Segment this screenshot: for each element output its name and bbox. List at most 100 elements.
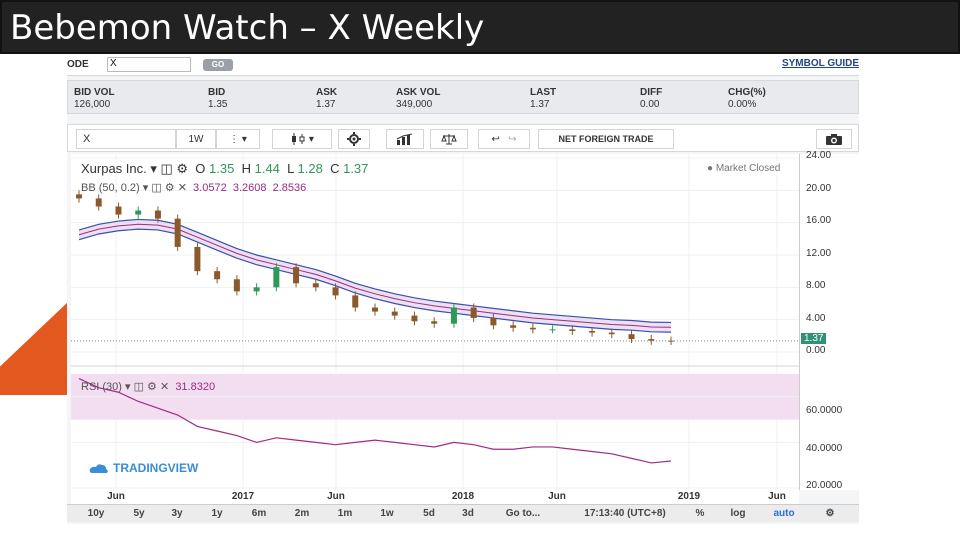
- chart-type-menu[interactable]: ⋮ ▾: [216, 129, 260, 149]
- price-axis-label: 20.00: [806, 183, 832, 194]
- indicators-icon: [396, 133, 413, 145]
- rsi-value: 31.8320: [175, 381, 216, 393]
- rsi-line: [78, 378, 672, 464]
- candle-body: [233, 279, 240, 292]
- auto-toggle[interactable]: auto: [773, 508, 795, 519]
- price-axis-label: 16.00: [806, 215, 832, 226]
- candle-body: [589, 330, 596, 333]
- time-tick: Jun: [107, 491, 125, 502]
- market-status: ● Market Closed: [707, 163, 781, 174]
- bb-value-1: 3.0572: [193, 182, 227, 194]
- market-status-text: Market Closed: [715, 163, 781, 174]
- candle-body: [253, 287, 260, 292]
- quote-column: ASK 1.37: [316, 87, 406, 110]
- price-axis-label: 8.00: [806, 280, 826, 291]
- candle-body: [273, 267, 280, 288]
- price-chart[interactable]: [71, 154, 799, 490]
- candle-body: [450, 307, 457, 324]
- range-3y[interactable]: 3y: [171, 508, 183, 519]
- settings-button[interactable]: [338, 129, 370, 149]
- quote-header: BID: [208, 87, 226, 98]
- candle-body: [608, 332, 615, 335]
- rsi-axis-label: 40.0000: [806, 443, 843, 454]
- code-input[interactable]: X: [107, 57, 191, 72]
- candles-style-button[interactable]: ▾: [272, 129, 332, 149]
- candle-body: [490, 318, 497, 326]
- clock-readout[interactable]: 17:13:40 (UTC+8): [584, 508, 666, 519]
- chart-area[interactable]: Xurpas Inc. ▾ ◫ ⚙ O 1.35 H 1.44 L 1.28 C…: [71, 154, 799, 490]
- quote-header: CHG(%): [728, 87, 766, 98]
- quote-column: LAST 1.37: [530, 87, 620, 110]
- decorative-shape: [0, 300, 70, 395]
- range-3d[interactable]: 3d: [462, 508, 474, 519]
- undo-redo-group: ↩ ↪: [478, 129, 530, 149]
- candle-body: [332, 287, 339, 296]
- tradingview-logo[interactable]: TRADINGVIEW: [89, 461, 198, 475]
- time-tick: 2017: [231, 491, 255, 502]
- chevron-down-icon: ▾: [308, 133, 314, 145]
- candle-body: [529, 327, 536, 330]
- low-value: 1.28: [297, 161, 323, 176]
- title-bar: Bebemon Watch – X Weekly: [0, 0, 960, 54]
- price-axis[interactable]: 24.00 20.00 16.00 12.00 8.00 4.00 0.00 1…: [799, 150, 859, 491]
- compare-button[interactable]: [430, 129, 468, 149]
- symbol-search[interactable]: X: [76, 129, 176, 149]
- high-value: 1.44: [254, 161, 280, 176]
- gear-icon: [347, 132, 361, 146]
- redo-icon[interactable]: ↪: [508, 133, 517, 145]
- rsi-legend: RSI (30) ▾ ◫ ⚙ ✕ 31.8320: [81, 381, 216, 393]
- snapshot-button[interactable]: [816, 129, 852, 149]
- range-2m[interactable]: 2m: [294, 508, 310, 519]
- rsi-label: RSI (30): [81, 381, 122, 393]
- quote-value: 126,000: [74, 99, 111, 110]
- log-toggle[interactable]: log: [730, 508, 746, 519]
- candle-body: [431, 321, 438, 324]
- trading-screenshot: ODE X GO SYMBOL GUIDE BID VOL 126,000 BID…: [67, 54, 859, 524]
- quote-value: 0.00%: [728, 99, 757, 110]
- go-button[interactable]: GO: [203, 59, 233, 71]
- bb-value-3: 2.8536: [272, 182, 307, 194]
- chevron-down-icon: ▾: [241, 133, 247, 145]
- price-axis-label: 24.00: [806, 150, 832, 161]
- goto-date-button[interactable]: Go to...: [505, 508, 541, 519]
- bb-legend: BB (50, 0.2) ▾ ◫ ⚙ ✕ 3.0572 3.2608 2.853…: [81, 182, 307, 194]
- code-label: ODE: [67, 59, 89, 70]
- indicators-button[interactable]: [386, 129, 424, 149]
- quote-column: BID 1.35: [208, 87, 298, 110]
- symbol-guide-link[interactable]: SYMBOL GUIDE: [781, 58, 859, 69]
- candle-body: [352, 295, 359, 308]
- quote-header: BID VOL: [74, 87, 115, 98]
- range-1y[interactable]: 1y: [211, 508, 223, 519]
- interval-select[interactable]: 1W: [176, 129, 216, 149]
- quote-column: ASK VOL 349,000: [396, 87, 486, 110]
- chart-toolbar: X 1W ⋮ ▾ ▾ ↩ ↪ NET FOREIGN TRADE: [67, 124, 859, 152]
- quote-column: CHG(%) 0.00%: [728, 87, 818, 110]
- range-6m[interactable]: 6m: [251, 508, 267, 519]
- undo-icon[interactable]: ↩: [491, 133, 500, 145]
- bollinger-band-fill: [79, 219, 671, 333]
- range-1w[interactable]: 1w: [380, 508, 394, 519]
- bb-value-2: 3.2608: [232, 182, 267, 194]
- range-5y[interactable]: 5y: [133, 508, 145, 519]
- percent-toggle[interactable]: %: [695, 508, 705, 519]
- time-axis[interactable]: Jun 2017 Jun 2018 Jun 2019 Jun: [71, 490, 799, 504]
- slide-title: Bebemon Watch – X Weekly: [10, 8, 485, 48]
- open-label: O: [195, 161, 206, 176]
- time-tick: Jun: [548, 491, 566, 502]
- range-settings-icon[interactable]: ⚙: [825, 508, 835, 519]
- low-label: L: [287, 161, 294, 176]
- range-1m[interactable]: 1m: [337, 508, 353, 519]
- close-value: 1.37: [343, 161, 369, 176]
- candle-body: [293, 267, 300, 284]
- net-foreign-trade-button[interactable]: NET FOREIGN TRADE: [538, 129, 674, 149]
- rsi-axis-label: 60.0000: [806, 405, 843, 416]
- quote-header: ASK: [316, 87, 338, 98]
- price-axis-label: 4.00: [806, 313, 826, 324]
- candle-body: [470, 307, 477, 319]
- candle-body: [115, 206, 122, 215]
- range-5d[interactable]: 5d: [423, 508, 435, 519]
- quote-column: DIFF 0.00: [640, 87, 730, 110]
- range-10y[interactable]: 10y: [87, 508, 105, 519]
- quote-header: LAST: [530, 87, 557, 98]
